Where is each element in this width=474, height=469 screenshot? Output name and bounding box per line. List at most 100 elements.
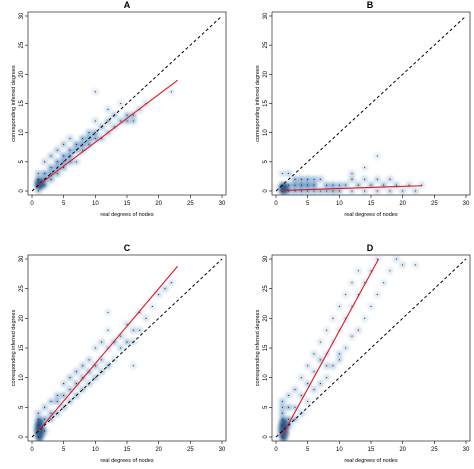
data-point — [69, 388, 71, 391]
data-point — [44, 430, 46, 432]
data-point — [37, 436, 39, 438]
data-point — [145, 317, 147, 319]
x-tick-label: 10 — [92, 201, 99, 207]
density-core — [278, 417, 289, 441]
data-point — [69, 137, 71, 140]
data-point — [307, 178, 309, 180]
data-point — [357, 270, 359, 272]
data-point — [44, 406, 46, 408]
data-point — [319, 190, 321, 192]
data-point — [300, 178, 302, 180]
panel-label: B — [367, 0, 374, 10]
data-point — [326, 190, 328, 192]
data-point — [319, 359, 321, 361]
data-point — [288, 184, 290, 186]
data-point — [414, 264, 416, 266]
x-tick-label: 10 — [336, 447, 343, 453]
identity-line — [275, 15, 467, 192]
data-point — [50, 178, 52, 180]
x-axis-title: real degrees of nodes — [344, 212, 397, 218]
data-point — [300, 184, 302, 186]
data-point — [370, 270, 372, 272]
data-point — [37, 178, 39, 180]
data-point — [307, 365, 309, 367]
data-point — [281, 400, 283, 402]
data-point — [288, 406, 290, 408]
plot-area — [275, 255, 467, 441]
data-point — [94, 132, 96, 134]
data-point — [94, 91, 96, 93]
x-axis: 0 5 10 15 20 25 30 real degrees of nodes — [30, 195, 226, 218]
data-point — [313, 178, 315, 180]
data-point — [364, 178, 366, 180]
data-point — [101, 359, 103, 361]
data-point — [44, 184, 46, 186]
x-tick-label: 10 — [336, 201, 343, 207]
x-axis: 0 5 10 15 20 25 30 real degrees of nodes — [30, 441, 226, 464]
data-point — [56, 161, 58, 163]
y-axis-title: corresponding inferred degrees — [255, 65, 261, 142]
data-point — [69, 149, 71, 151]
data-point — [50, 418, 52, 420]
data-point — [50, 155, 52, 157]
data-point — [307, 383, 309, 385]
data-point — [288, 394, 290, 397]
identity-line — [31, 258, 223, 438]
y-tick-label: 30 — [263, 255, 269, 262]
data-point — [395, 258, 397, 260]
data-point — [281, 418, 283, 420]
x-axis-title: real degrees of nodes — [100, 458, 153, 464]
data-point — [50, 167, 52, 169]
data-point — [376, 178, 378, 180]
data-point — [37, 172, 39, 175]
y-tick-label: 10 — [19, 374, 25, 381]
data-point — [75, 383, 77, 385]
data-point — [338, 353, 340, 355]
data-point — [63, 394, 65, 397]
data-point — [164, 288, 166, 290]
data-point — [383, 184, 385, 186]
data-point — [107, 108, 109, 110]
data-point — [75, 371, 77, 373]
data-point — [281, 424, 283, 426]
data-point — [364, 167, 366, 169]
data-point — [338, 190, 340, 192]
density-layer — [278, 255, 419, 441]
data-point — [370, 305, 372, 308]
data-point — [75, 161, 77, 163]
data-point — [82, 388, 84, 391]
data-point — [389, 270, 391, 272]
panel-label: A — [124, 0, 131, 10]
fit-line — [281, 258, 380, 436]
data-point — [288, 418, 290, 420]
data-point — [132, 329, 134, 331]
y-tick-label: 5 — [263, 405, 269, 409]
y-tick-label: 10 — [263, 129, 269, 136]
x-axis: 0 5 10 15 20 25 30 real degrees of nodes — [274, 441, 470, 464]
data-point — [395, 184, 397, 186]
data-point — [326, 184, 328, 186]
y-tick-label: 25 — [263, 285, 269, 292]
data-point — [151, 305, 153, 308]
data-point — [120, 120, 122, 122]
density-layer — [34, 88, 175, 195]
data-point — [389, 178, 391, 180]
data-point — [63, 167, 65, 169]
data-point — [94, 347, 96, 349]
data-point — [307, 190, 309, 192]
data-point — [88, 359, 90, 361]
data-point — [37, 412, 39, 414]
data-point — [338, 359, 340, 361]
fit-line — [282, 185, 422, 191]
data-point — [126, 341, 128, 343]
data-point — [107, 329, 109, 331]
data-point — [94, 120, 96, 122]
data-point — [351, 282, 353, 284]
data-point — [132, 120, 134, 122]
data-point — [300, 377, 302, 379]
fit-line — [37, 265, 179, 432]
y-axis: 0 5 10 15 20 25 30 corresponding inferred degre… — [255, 255, 272, 439]
data-point — [414, 190, 416, 192]
x-tick-label: 5 — [62, 447, 66, 453]
data-point — [319, 341, 321, 343]
